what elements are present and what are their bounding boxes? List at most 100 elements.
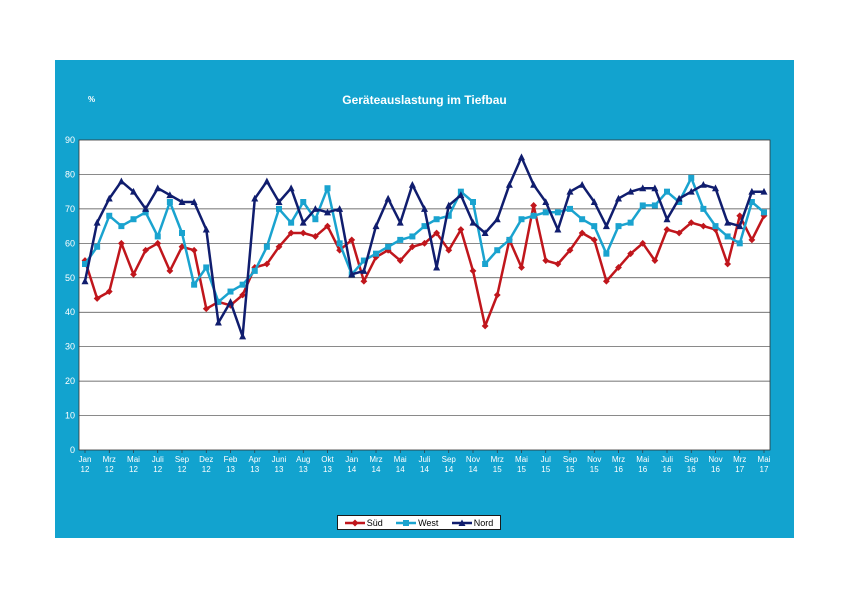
point-sued-39 [554, 260, 562, 268]
point-sued-33 [481, 322, 489, 330]
point-sued-34 [493, 291, 501, 299]
point-nord-53 [724, 218, 732, 226]
x-tick-label-6-month: Feb [224, 455, 238, 464]
point-nord-31 [457, 191, 465, 199]
x-tick-label-15-year: 14 [444, 465, 453, 474]
point-west-44 [615, 223, 622, 230]
x-tick-label-4-year: 12 [178, 465, 187, 474]
point-nord-14 [251, 194, 259, 202]
point-west-53 [724, 233, 731, 240]
point-sued-37 [530, 202, 538, 209]
y-axis-unit-label: % [88, 95, 96, 104]
point-sued-42 [590, 236, 598, 244]
point-west-54 [736, 240, 743, 247]
point-west-45 [627, 219, 634, 226]
legend-item-west: West [396, 518, 438, 528]
y-tick-label-0: 0 [70, 445, 75, 455]
x-tick-label-7-year: 13 [250, 465, 259, 474]
point-west-18 [300, 199, 307, 205]
point-west-6 [154, 233, 161, 240]
point-west-5 [142, 209, 149, 216]
x-tick-label-25-year: 16 [687, 465, 696, 474]
x-tick-label-6-year: 13 [226, 465, 235, 474]
point-sued-2 [105, 288, 113, 295]
y-tick-label-80: 80 [65, 169, 75, 179]
x-tick-label-12-year: 14 [372, 465, 381, 474]
point-nord-25 [384, 194, 392, 202]
point-west-3 [118, 223, 125, 230]
legend-label-sued: Süd [366, 517, 383, 528]
point-nord-17 [287, 184, 295, 192]
point-sued-22 [348, 236, 356, 244]
x-tick-label-3-month: Juli [152, 455, 164, 464]
point-nord-21 [336, 205, 344, 212]
point-nord-2 [105, 194, 113, 202]
x-tick-label-21-year: 15 [590, 465, 599, 474]
point-nord-47 [651, 184, 659, 192]
point-nord-19 [311, 205, 319, 212]
point-sued-24 [372, 253, 380, 261]
point-west-19 [312, 216, 319, 223]
point-west-25 [385, 243, 392, 250]
point-sued-51 [699, 222, 707, 230]
point-sued-7 [166, 267, 174, 275]
point-west-39 [554, 209, 561, 216]
point-sued-30 [445, 246, 453, 254]
point-sued-1 [93, 295, 101, 302]
point-sued-27 [408, 243, 416, 251]
point-nord-7 [166, 191, 174, 199]
legend: Süd West Nord [337, 515, 501, 530]
point-west-28 [421, 223, 428, 230]
point-west-17 [288, 219, 295, 226]
point-sued-55 [748, 236, 756, 244]
x-tick-label-18-year: 15 [517, 465, 526, 474]
point-west-48 [664, 188, 670, 195]
point-west-13 [239, 281, 246, 288]
point-nord-37 [530, 180, 538, 188]
legend-label-nord: Nord [473, 517, 494, 528]
point-nord-26 [396, 218, 404, 226]
x-tick-label-24-year: 16 [663, 465, 672, 474]
point-sued-26 [396, 257, 404, 264]
point-nord-48 [663, 215, 671, 223]
point-nord-34 [493, 215, 501, 223]
y-tick-label-40: 40 [65, 307, 75, 317]
point-west-43 [603, 250, 610, 257]
legend-item-sued: Süd [344, 517, 383, 528]
point-nord-3 [117, 177, 125, 185]
point-west-14 [251, 267, 258, 274]
point-nord-8 [178, 198, 186, 205]
point-nord-41 [578, 180, 586, 188]
point-west-50 [688, 174, 695, 181]
point-nord-44 [615, 194, 622, 202]
point-nord-16 [275, 198, 283, 205]
point-west-8 [179, 230, 185, 236]
point-sued-48 [663, 226, 671, 233]
point-nord-35 [505, 180, 513, 188]
x-tick-label-8-year: 13 [275, 465, 284, 474]
point-sued-29 [433, 229, 441, 237]
x-tick-label-16-month: Nov [466, 455, 480, 464]
point-sued-28 [421, 239, 428, 247]
point-sued-38 [542, 257, 550, 264]
x-tick-label-16-year: 14 [469, 465, 478, 474]
point-west-16 [276, 205, 282, 212]
point-sued-25 [384, 246, 392, 254]
point-west-15 [263, 243, 270, 250]
legend-marker-west [396, 519, 417, 526]
x-tick-label-18-month: Mai [515, 455, 528, 464]
x-tick-label-20-year: 15 [566, 465, 575, 474]
point-nord-20 [324, 208, 331, 216]
point-nord-33 [481, 229, 489, 236]
point-west-52 [712, 223, 719, 230]
x-tick-label-22-year: 16 [614, 465, 623, 474]
x-tick-label-9-month: Aug [296, 455, 310, 464]
x-tick-label-5-year: 12 [202, 465, 211, 474]
point-west-29 [433, 216, 440, 223]
point-west-38 [542, 209, 549, 216]
point-west-49 [676, 199, 683, 205]
x-tick-label-0-year: 12 [81, 465, 90, 474]
point-sued-9 [190, 246, 198, 254]
x-tick-label-28-year: 17 [760, 465, 769, 474]
point-nord-36 [518, 153, 525, 161]
